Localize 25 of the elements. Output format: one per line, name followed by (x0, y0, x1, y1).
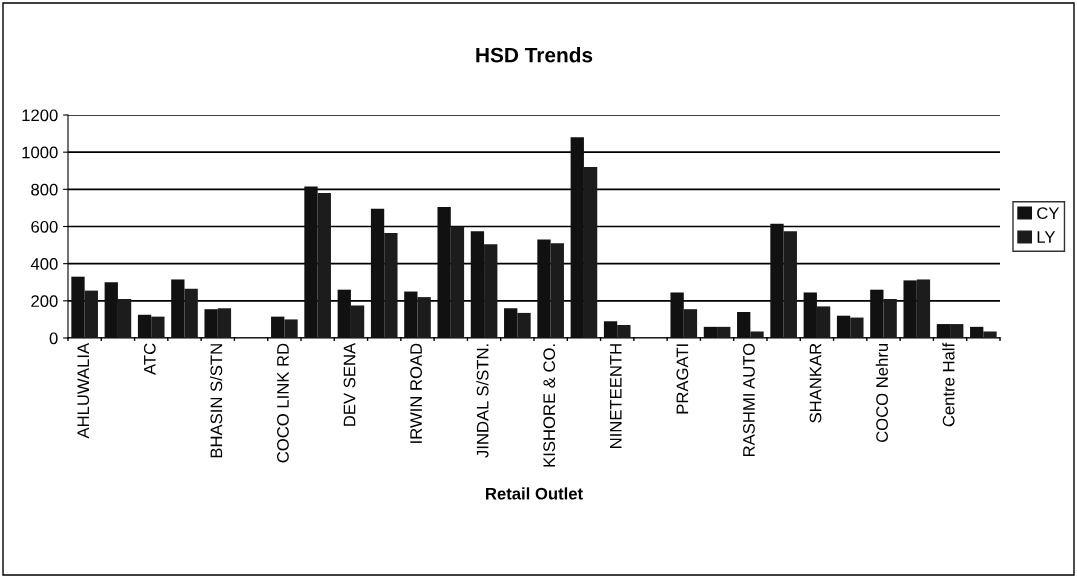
x-axis-title: Retail Outlet (486, 487, 583, 500)
y-tick-label: 800 (31, 183, 58, 196)
x-tick-label: IRWIN ROAD (410, 343, 422, 443)
x-tick-label: COCO LINK RD (277, 343, 289, 463)
x-tick-label: NINETEENTH (610, 344, 622, 448)
y-tick-label: 600 (31, 220, 58, 233)
x-tick-label: KISHORE & CO. (543, 344, 556, 467)
y-tick-label: 0 (49, 332, 58, 345)
y-tick-label: 200 (31, 295, 58, 308)
x-tick-label: JINDAL S/STN. (476, 344, 489, 458)
x-tick-label: PRAGATI (676, 344, 689, 414)
x-tick-label: COCO Nehru (875, 343, 888, 443)
x-tick-label: RASHMI AUTO (743, 343, 755, 457)
x-tick-label: AHLUWALIA (77, 342, 90, 439)
x-tick-label: SHANKAR (809, 343, 822, 423)
y-tick-label: 1000 (22, 146, 58, 159)
legend-label: LY (1037, 231, 1056, 243)
y-tick-label: 1200 (22, 109, 58, 122)
y-tick-label: 400 (30, 258, 58, 270)
x-tick-label: BHASIN S/STN (210, 344, 223, 458)
x-tick-label: Centre Half (942, 342, 955, 427)
x-tick-label: DEV SENA (343, 342, 356, 426)
x-tick-label: ATC (143, 343, 156, 375)
chart-title: HSD Trends (476, 47, 593, 63)
legend-label: CY (1037, 207, 1060, 220)
